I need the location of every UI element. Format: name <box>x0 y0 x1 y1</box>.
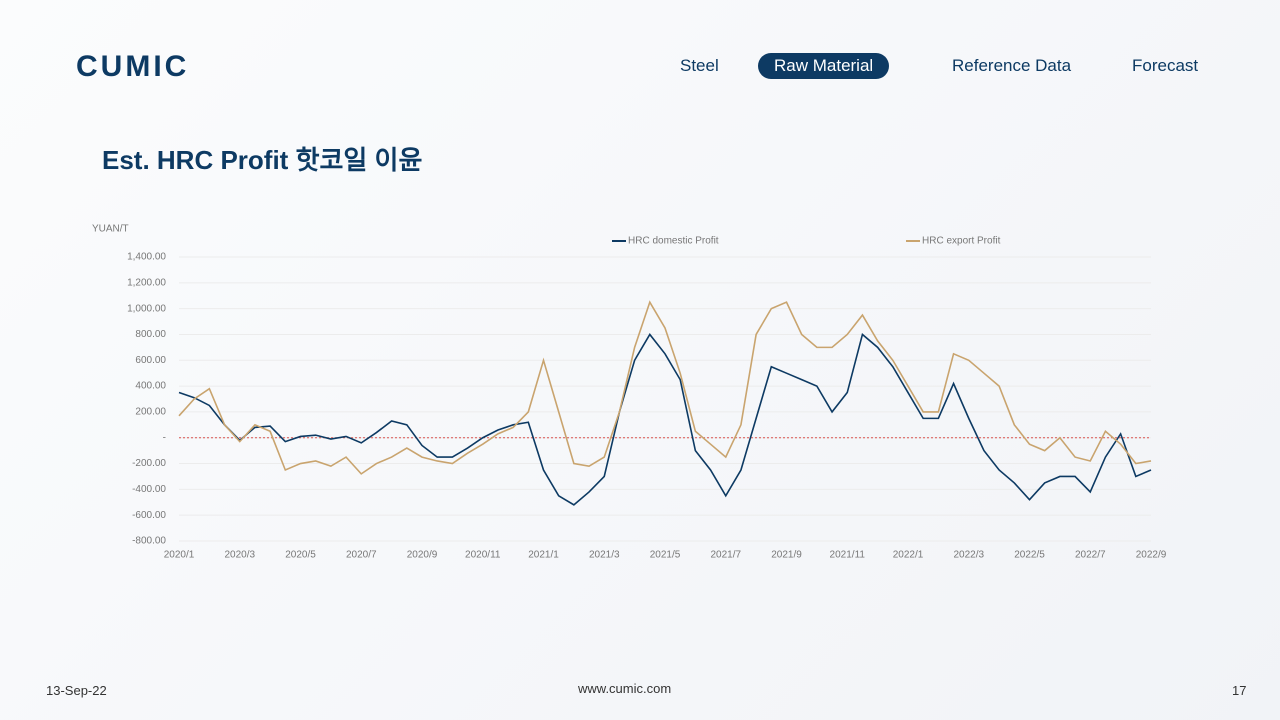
line <box>178 300 1152 475</box>
y-tick-label: -800.00 <box>132 536 166 547</box>
x-tick-label: 2022/7 <box>1075 550 1106 561</box>
x-tick-label: 2020/11 <box>465 550 501 561</box>
slide-title: Est. HRC Profit 핫코일 이윤 <box>102 145 423 175</box>
x-tick-label: 2020/7 <box>346 550 377 561</box>
x-tick-label: 2022/1 <box>893 550 924 561</box>
y-tick-label: 800.00 <box>135 329 166 340</box>
line <box>178 333 1152 506</box>
y-tick-label: 600.00 <box>135 355 166 366</box>
y-tick-label: -600.00 <box>132 510 166 521</box>
website: www.cumic.com <box>578 681 672 696</box>
nav-item[interactable]: Forecast <box>1132 56 1199 75</box>
x-tick-label: 2020/3 <box>224 550 255 561</box>
x-tick-label: 2021/5 <box>650 550 681 561</box>
y-tick-label: 1,400.00 <box>127 252 166 263</box>
x-tick-label: 2021/11 <box>830 550 866 561</box>
x-tick-label: 2022/5 <box>1014 550 1045 561</box>
legend-label: HRC export Profit <box>922 236 1001 247</box>
y-tick-label: - <box>163 432 166 443</box>
y-tick-label: -400.00 <box>132 484 166 495</box>
chart: YUAN/T -800.00-600.00-400.00-200.00-200.… <box>92 224 1167 561</box>
x-tick-label: 2022/9 <box>1136 550 1167 561</box>
x-tick-label: 2020/9 <box>407 550 438 561</box>
x-tick-label: 2020/1 <box>164 550 195 561</box>
y-axis-label: YUAN/T <box>92 224 129 235</box>
y-tick-label: 1,000.00 <box>127 303 166 314</box>
x-tick-label: 2021/1 <box>528 550 559 561</box>
nav-item[interactable]: Reference Data <box>952 56 1072 75</box>
x-tick-label: 2021/7 <box>710 550 741 561</box>
nav-item[interactable]: Steel <box>680 56 719 75</box>
x-tick-label: 2022/3 <box>953 550 984 561</box>
x-tick-label: 2021/3 <box>589 550 620 561</box>
y-tick-label: 200.00 <box>135 407 166 418</box>
logo: CUMIC <box>76 50 190 83</box>
legend-label: HRC domestic Profit <box>628 236 719 247</box>
x-tick-label: 2020/5 <box>285 550 316 561</box>
y-tick-label: 1,200.00 <box>127 277 166 288</box>
y-tick-label: 400.00 <box>135 381 166 392</box>
nav-item-active[interactable]: Raw Material <box>758 53 890 79</box>
x-tick-label: 2021/9 <box>771 550 802 561</box>
page-number: 17 <box>1232 683 1247 698</box>
date: 13-Sep-22 <box>46 683 107 698</box>
y-tick-label: -200.00 <box>132 458 166 469</box>
